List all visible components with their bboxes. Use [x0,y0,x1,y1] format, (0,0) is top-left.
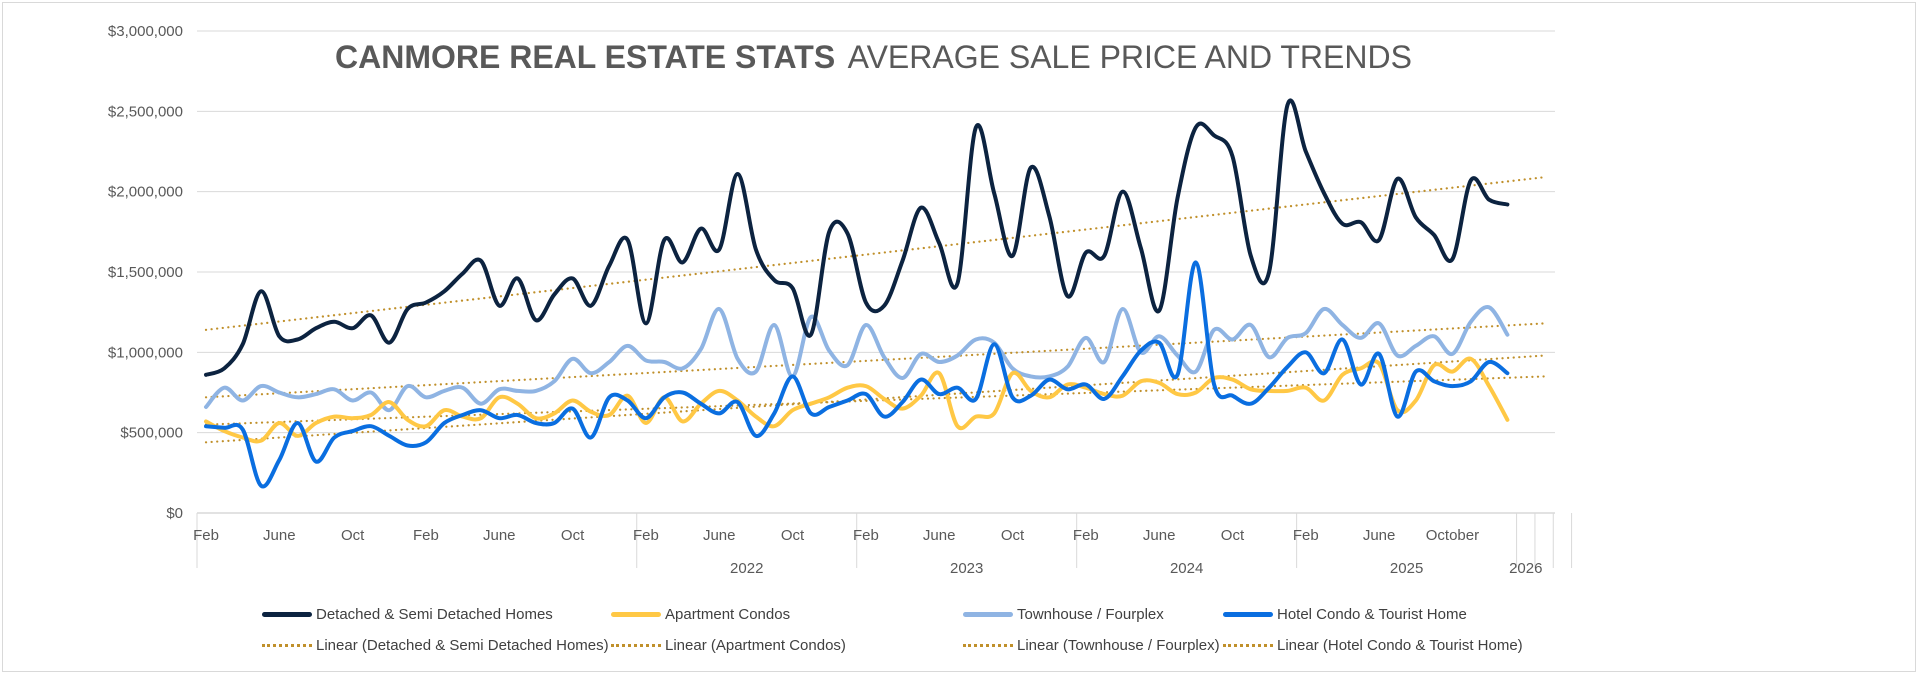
gridlines [197,30,1555,434]
x-tick-label: Oct [341,527,365,544]
trendline [204,375,1546,426]
x-year-label: 2023 [950,560,983,577]
x-tick-label: Feb [1073,527,1099,544]
legend-label: Apartment Condos [665,606,791,623]
x-tick-label: Oct [561,527,585,544]
legend-label: Detached & Semi Detached Homes [316,606,553,623]
legend-label: Townhouse / Fourplex [1017,606,1164,623]
trendline [204,322,1546,399]
x-tick-label: Feb [853,527,879,544]
x-tick-label: Oct [1221,527,1245,544]
y-tick-label: $2,000,000 [108,184,183,201]
x-year-label: 2025 [1390,560,1423,577]
y-tick-label: $1,000,000 [108,344,183,361]
trendline [204,176,1546,331]
series-lines [204,98,1510,489]
x-tick-label: June [1363,527,1396,544]
y-tick-label: $0 [166,505,183,522]
legend-label: Hotel Condo & Tourist Home [1277,606,1467,623]
x-tick-label: Oct [1001,527,1025,544]
x-axis: Feb June Oct Feb June Oct Feb June Oct Feb June Oct… [193,512,1573,577]
x-tick-label: October [1426,527,1479,544]
x-tick-label: June [483,527,516,544]
x-tick-label: Feb [193,527,219,544]
legend-item-townhouse[interactable]: Townhouse / Fourplex [963,606,1164,623]
x-tick-label: June [263,527,296,544]
x-year-label: 2026 [1509,560,1542,577]
y-tick-label: $1,500,000 [108,264,183,281]
legend-item-hotel[interactable]: Hotel Condo & Tourist Home [1223,606,1467,623]
x-tick-label: June [703,527,736,544]
x-tick-label: Oct [781,527,805,544]
legend-item-detached[interactable]: Detached & Semi Detached Homes [262,606,553,623]
legend-item-apartment[interactable]: Apartment Condos [611,606,790,623]
legend-label: Linear (Hotel Condo & Tourist Home) [1277,637,1523,654]
x-tick-label: June [1143,527,1176,544]
x-tick-label: Feb [1293,527,1319,544]
chart-title-bold: CANMORE REAL ESTATE STATS [335,39,835,75]
x-tick-label: June [923,527,956,544]
legend-dotted-swatch [963,644,1013,647]
legend-item-trend-apartment[interactable]: Linear (Apartment Condos) [611,637,846,654]
legend-label: Linear (Apartment Condos) [665,637,846,654]
series-line-townhouse-fourplex [204,305,1510,413]
legend-swatch-townhouse [963,612,1013,617]
legend-dotted-swatch [1223,644,1273,647]
legend-item-trend-hotel[interactable]: Linear (Hotel Condo & Tourist Home) [1223,637,1523,654]
x-year-label: 2024 [1170,560,1203,577]
legend-dotted-swatch [262,644,312,647]
series-line-apartment-condos [204,356,1510,444]
series-line-hotel-condo-tourist-home [204,260,1510,489]
legend-swatch-hotel [1223,612,1273,617]
legend-label: Linear (Townhouse / Fourplex) [1017,637,1220,654]
legend-label: Linear (Detached & Semi Detached Homes) [316,637,609,654]
y-tick-label: $2,500,000 [108,103,183,120]
legend-item-trend-townhouse[interactable]: Linear (Townhouse / Fourplex) [963,637,1220,654]
y-tick-label: $500,000 [120,425,183,442]
trendlines [204,176,1546,444]
x-year-label: 2022 [730,560,763,577]
y-axis-ticks: $0 $500,000 $1,000,000 $1,500,000 $2,000,000… [108,23,183,522]
x-tick-label: Feb [633,527,659,544]
series-line-detached-semi-detached-homes [204,98,1510,377]
legend-dotted-swatch [611,644,661,647]
x-tick-label: Feb [413,527,439,544]
chart-title-light: AVERAGE SALE PRICE AND TRENDS [848,39,1412,75]
chart-title: CANMORE REAL ESTATE STATS AVERAGE SALE P… [335,39,1412,75]
trendline [204,354,1546,444]
legend-item-trend-detached[interactable]: Linear (Detached & Semi Detached Homes) [262,637,609,654]
legend-swatch-apartment [611,612,661,617]
y-tick-label: $3,000,000 [108,23,183,40]
legend-swatch-detached [262,612,312,617]
